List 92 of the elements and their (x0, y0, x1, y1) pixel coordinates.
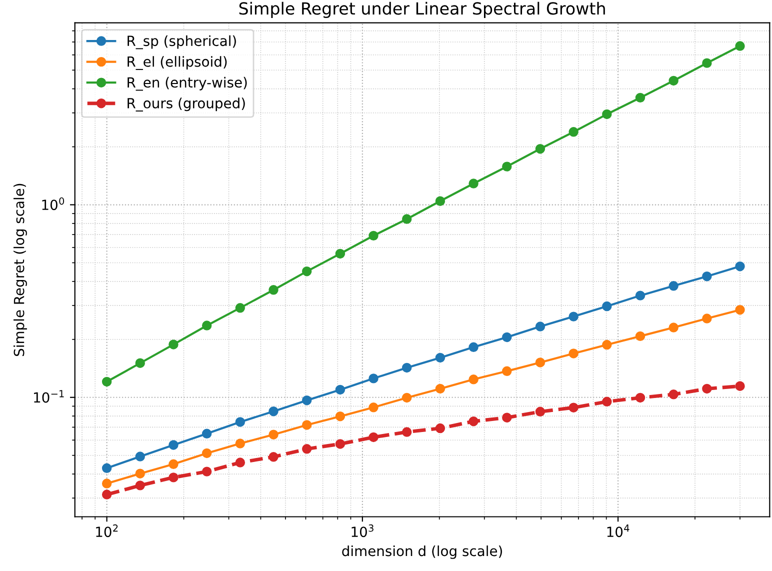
y-axis-title: Simple Regret (log scale) (14, 184, 27, 356)
point (635, 392, 646, 403)
point (302, 444, 312, 454)
point (502, 332, 512, 342)
point (535, 322, 546, 332)
point (602, 301, 612, 312)
point (502, 366, 512, 376)
point (335, 248, 346, 259)
point (568, 348, 578, 358)
point (402, 214, 412, 224)
point (268, 406, 278, 416)
point (335, 384, 346, 395)
y-tick-label: 10$^{0}$ (42, 197, 64, 210)
point (668, 76, 678, 86)
point (435, 423, 446, 434)
point (368, 230, 378, 241)
point (635, 290, 646, 300)
point (135, 480, 145, 490)
point (602, 109, 612, 120)
point (702, 271, 712, 282)
point (235, 417, 246, 427)
point (502, 412, 512, 422)
point (302, 420, 312, 430)
point (235, 438, 246, 448)
point (268, 285, 278, 295)
point (302, 266, 312, 276)
point (102, 478, 112, 488)
point (268, 452, 278, 462)
y-tick-label: 10$^{−1}$ (34, 390, 64, 403)
point (568, 312, 578, 322)
point (235, 303, 246, 313)
point (535, 144, 546, 154)
legend-label: R_en (entry-wise) (128, 76, 247, 91)
point (102, 376, 112, 387)
chart-title: Simple Regret under Linear Spectral Growth (239, 2, 605, 18)
point (202, 428, 212, 439)
point (202, 448, 212, 458)
point (702, 314, 712, 324)
point (668, 281, 678, 291)
point (102, 463, 112, 474)
legend-label: R_ours (grouped) (128, 98, 245, 112)
point (435, 196, 446, 206)
point (468, 342, 478, 352)
point (335, 439, 346, 449)
point (635, 331, 646, 342)
point (535, 358, 546, 368)
x-axis-title: dimension d (log scale) (342, 545, 502, 559)
point (735, 304, 745, 315)
point (202, 466, 212, 476)
point (668, 390, 678, 400)
point (435, 352, 446, 363)
point (468, 178, 478, 188)
point (735, 41, 745, 51)
point (468, 374, 478, 384)
point (702, 58, 712, 68)
legend-label: R_sp (spherical) (128, 35, 236, 50)
point (735, 261, 745, 272)
point (602, 340, 612, 350)
point (535, 406, 546, 417)
point (368, 374, 378, 384)
point (135, 452, 145, 462)
point (735, 381, 745, 391)
point (568, 402, 578, 412)
point (468, 416, 478, 426)
point (435, 384, 446, 394)
legend-label: R_el (ellipsoid) (128, 56, 227, 70)
point (102, 490, 112, 500)
point (202, 320, 212, 330)
point (168, 340, 178, 350)
point (402, 427, 412, 437)
point (702, 384, 712, 394)
point (268, 430, 278, 440)
point (502, 162, 512, 172)
point (668, 322, 678, 332)
x-tick-label: 10$^{4}$ (607, 524, 630, 538)
x-tick-label: 10$^{2}$ (96, 524, 118, 538)
point (635, 92, 646, 103)
point (602, 396, 612, 407)
point (235, 458, 246, 468)
point (335, 411, 346, 422)
point (135, 468, 145, 478)
point (402, 392, 412, 403)
point (168, 459, 178, 470)
point (302, 395, 312, 406)
point (368, 432, 378, 442)
point (568, 127, 578, 137)
point (402, 362, 412, 373)
x-tick-label: 10$^{3}$ (352, 524, 374, 538)
point (135, 358, 145, 368)
point (368, 402, 378, 412)
point (168, 440, 178, 450)
point (168, 472, 178, 482)
